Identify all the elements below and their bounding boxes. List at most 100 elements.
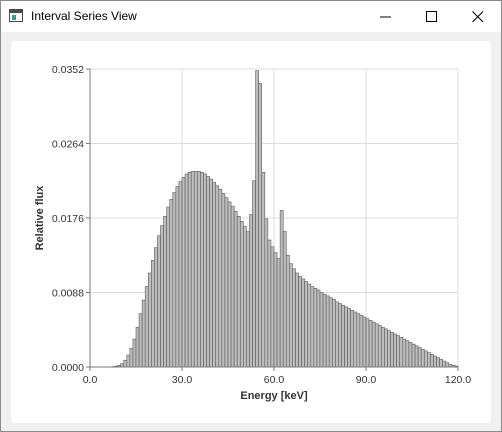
histogram-bar [304, 281, 309, 368]
histogram-bar [433, 355, 437, 368]
histogram-bar [295, 272, 299, 368]
histogram-bar [387, 330, 391, 368]
title-bar[interactable]: Interval Series View [1, 1, 501, 32]
histogram-bar [405, 340, 410, 368]
histogram-bar [273, 252, 278, 368]
histogram-bar [249, 214, 253, 368]
histogram-bar [292, 268, 296, 368]
histogram-bar [132, 338, 137, 368]
histogram-bar [144, 286, 149, 368]
minimize-button[interactable] [363, 1, 409, 32]
histogram-bar [328, 297, 333, 368]
histogram-bar [396, 335, 401, 368]
minimize-icon [380, 16, 391, 18]
histogram-bar [224, 197, 229, 368]
app-icon-bar [10, 10, 22, 13]
histogram-bar [138, 313, 143, 368]
histogram-bar [157, 235, 161, 368]
histogram-bar [200, 171, 204, 368]
histogram-bar [436, 357, 440, 368]
histogram-chart: 0.0 30.0 60.0 90.0 120.0 0.0000 0.0088 0.0176 0.… [34, 64, 471, 402]
x-tick-label: 30.0 [172, 374, 193, 386]
histogram-bar [362, 316, 367, 368]
close-button[interactable] [455, 1, 501, 32]
histogram-bar [427, 352, 431, 368]
histogram-bar [325, 295, 330, 368]
histogram-bar [331, 298, 336, 368]
histogram-bar [423, 350, 428, 368]
histogram-bars [108, 70, 459, 368]
histogram-bar [227, 201, 232, 368]
maximize-button[interactable] [409, 1, 455, 32]
histogram-bar [270, 246, 275, 368]
histogram-bar [420, 348, 425, 368]
histogram-bar [301, 278, 305, 368]
histogram-bar [230, 205, 235, 368]
histogram-bar [175, 186, 180, 368]
histogram-bar [264, 218, 269, 368]
x-axis-title: Energy [keV] [240, 390, 308, 402]
histogram-bar [243, 226, 247, 368]
histogram-bar [154, 247, 158, 368]
histogram-bar [298, 276, 302, 368]
histogram-bar [160, 225, 164, 368]
histogram-bar [151, 260, 155, 368]
histogram-bar [126, 354, 131, 368]
histogram-bar [141, 299, 146, 368]
histogram-bar [371, 321, 376, 368]
histogram-bar [206, 176, 210, 368]
histogram-bar [335, 301, 339, 368]
histogram-bar [285, 254, 290, 368]
histogram-bar [390, 331, 394, 368]
app-icon-tile [12, 15, 16, 20]
y-tick-label: 0.0088 [52, 288, 84, 300]
y-tick-label: 0.0176 [52, 213, 84, 225]
histogram-bar [414, 345, 419, 368]
x-tick-label: 120.0 [445, 374, 471, 386]
histogram-bar [197, 171, 201, 368]
window-title: Interval Series View [31, 9, 137, 23]
histogram-bar [209, 178, 213, 368]
grid-lines [90, 68, 459, 367]
histogram-bar [399, 337, 404, 368]
histogram-bar [381, 326, 385, 368]
histogram-bar [135, 326, 140, 368]
histogram-bar [439, 359, 443, 368]
tick-labels: 0.0 30.0 60.0 90.0 120.0 0.0000 0.0088 0.0176 0.… [52, 64, 471, 386]
chart-panel: 0.0 30.0 60.0 90.0 120.0 0.0000 0.0088 0.0176 0.… [11, 41, 491, 423]
histogram-bar [221, 193, 226, 368]
histogram-bar [374, 323, 379, 368]
histogram-bar [178, 181, 183, 368]
histogram-bar [215, 185, 220, 368]
histogram-bar [377, 325, 382, 368]
histogram-bar [411, 343, 416, 368]
histogram-bar [316, 289, 321, 368]
histogram-bar [368, 320, 373, 368]
histogram-bar [289, 263, 293, 368]
histogram-bar [184, 173, 189, 368]
histogram-bar [267, 239, 272, 368]
histogram-bar [356, 313, 361, 368]
histogram-bar [350, 309, 355, 368]
histogram-bar [261, 171, 266, 368]
histogram-bar [442, 360, 447, 368]
histogram-bar [190, 171, 195, 368]
y-axis-title: Relative flux [34, 185, 46, 251]
app-window-icon[interactable] [9, 9, 23, 22]
close-icon [472, 11, 484, 23]
histogram-bar [408, 342, 413, 368]
histogram-bar [347, 308, 351, 368]
y-tick-label: 0.0000 [52, 362, 84, 374]
histogram-bar [123, 359, 128, 368]
histogram-bar [279, 210, 284, 368]
histogram-bar [233, 210, 238, 368]
histogram-bar [246, 231, 250, 368]
histogram-bar [147, 272, 152, 368]
histogram-bar [239, 221, 244, 368]
x-tick-label: 90.0 [356, 374, 377, 386]
histogram-bar [417, 347, 422, 368]
histogram-bar [445, 362, 450, 368]
histogram-bar [341, 304, 345, 368]
histogram-bar [203, 173, 207, 368]
histogram-bar [218, 188, 223, 368]
